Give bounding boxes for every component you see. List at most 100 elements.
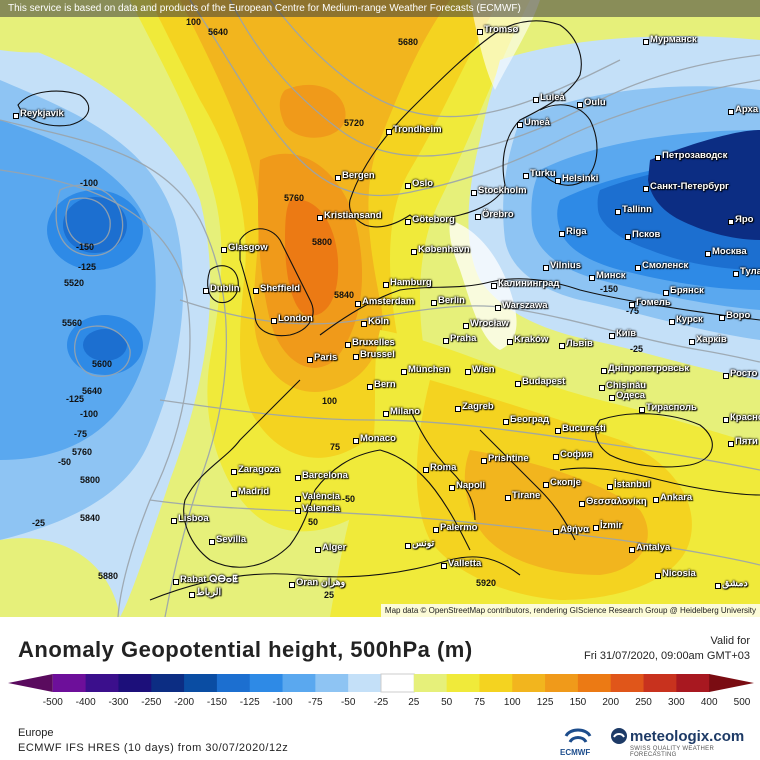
city-label: Oslo bbox=[404, 178, 434, 189]
city-label: València bbox=[294, 491, 341, 502]
model-run-label: ECMWF IFS HRES (10 days) from 30/07/2020… bbox=[18, 742, 289, 754]
contour-label: -50 bbox=[58, 457, 72, 467]
city-label: Chișinău bbox=[598, 380, 647, 391]
city-label: Sevilla bbox=[208, 534, 247, 545]
city-label: Dublin bbox=[203, 283, 240, 294]
scale-swatch bbox=[315, 674, 349, 692]
scale-swatch bbox=[709, 674, 754, 692]
city-label: Петрозаводск bbox=[654, 150, 728, 161]
city-label: Budapest bbox=[514, 376, 566, 387]
city-label: Tromsø bbox=[476, 24, 519, 35]
scale-tick-label: 300 bbox=[668, 697, 685, 708]
city-label: Београд bbox=[503, 414, 549, 425]
contour-label: 5600 bbox=[92, 359, 113, 369]
city-label: Berlin bbox=[431, 295, 465, 306]
city-label: Мурманск bbox=[643, 34, 697, 45]
scale-swatch bbox=[249, 674, 284, 692]
contour-label: -100 bbox=[80, 409, 99, 419]
city-label: İstanbul bbox=[606, 479, 651, 490]
scale-swatch bbox=[85, 674, 119, 692]
scale-swatch bbox=[479, 674, 513, 692]
scale-swatch bbox=[282, 674, 316, 692]
city-label: Helsinki bbox=[554, 173, 599, 184]
scale-swatch bbox=[512, 674, 546, 692]
scale-tick-label: 25 bbox=[408, 697, 420, 708]
city-label: Харків bbox=[689, 334, 727, 345]
contour-label: 5880 bbox=[98, 571, 119, 581]
scale-tick-label: -400 bbox=[75, 697, 96, 708]
city-label: Αθήνα bbox=[553, 524, 589, 535]
contour-label: 5840 bbox=[80, 513, 101, 523]
scale-swatch bbox=[348, 674, 382, 692]
scale-tick-label: -250 bbox=[141, 697, 162, 708]
contour-label: -25 bbox=[630, 344, 644, 354]
contour-label: 25 bbox=[324, 590, 335, 600]
city-label: София bbox=[552, 449, 593, 460]
map-canvas[interactable]: This service is based on data and produc… bbox=[0, 0, 760, 617]
city-label: Roma bbox=[422, 462, 457, 473]
city-label: الرباط bbox=[188, 587, 222, 598]
contour-label: 5760 bbox=[284, 193, 305, 203]
city-label: Napoli bbox=[448, 480, 486, 491]
city-label: Örebro bbox=[475, 209, 514, 220]
city-label: Псков bbox=[624, 229, 661, 240]
scale-tick-label: -150 bbox=[206, 697, 227, 708]
city-label: Lisboa bbox=[171, 513, 209, 524]
scale-tick-label: -100 bbox=[272, 697, 293, 708]
city-label: Пяти bbox=[728, 436, 758, 447]
scale-swatch bbox=[643, 674, 677, 692]
city-label: Bern bbox=[367, 379, 396, 390]
city-label: Wien bbox=[465, 364, 495, 375]
scale-tick-label: 150 bbox=[569, 697, 587, 708]
scale-swatch bbox=[216, 674, 251, 692]
city-label: Tallinn bbox=[615, 204, 652, 215]
city-label: Milano bbox=[382, 406, 421, 417]
city-label: Praha bbox=[442, 333, 477, 344]
scale-swatch bbox=[8, 674, 53, 692]
city-label: Oulu bbox=[577, 97, 606, 108]
contour-label: 100 bbox=[322, 396, 338, 406]
color-scale bbox=[8, 673, 754, 693]
region-label: Europe bbox=[18, 727, 54, 739]
city-label: Valletta bbox=[440, 558, 482, 569]
city-label: Tirane bbox=[504, 490, 541, 501]
city-label: Göteborg bbox=[405, 214, 455, 225]
contour-label: 5680 bbox=[398, 37, 419, 47]
city-label: Nicosia bbox=[655, 568, 696, 579]
city-label: Umeå bbox=[517, 117, 550, 128]
scale-tick-label: 125 bbox=[536, 697, 554, 708]
city-label: Kraków bbox=[506, 334, 549, 345]
scale-tick-label: -200 bbox=[174, 697, 195, 708]
scale-tick-label: 250 bbox=[635, 697, 652, 708]
city-label: Antalya bbox=[628, 542, 671, 553]
scale-swatch bbox=[413, 674, 448, 692]
brand-name[interactable]: meteologix.com bbox=[630, 728, 745, 745]
brand-tagline: SWISS QUALITY WEATHER FORECASTING bbox=[630, 746, 715, 758]
city-label: Тирасполь bbox=[639, 402, 697, 413]
city-label: Смоленск bbox=[634, 260, 689, 271]
city-label: Valencia bbox=[294, 503, 341, 514]
city-label: Санкт-Петербург bbox=[643, 181, 729, 192]
city-label: München bbox=[401, 364, 450, 375]
contour-label: 5720 bbox=[344, 118, 365, 128]
scale-swatch bbox=[545, 674, 579, 692]
city-label: Vilnius bbox=[543, 260, 581, 271]
city-label: Zaragoza bbox=[231, 464, 280, 475]
city-label: Скопје bbox=[543, 477, 581, 488]
contour-label: 5560 bbox=[62, 318, 83, 328]
scale-tick-label: 50 bbox=[441, 697, 453, 708]
city-label: Курск bbox=[669, 314, 703, 325]
contour-label: 5640 bbox=[82, 386, 103, 396]
contour-label: -50 bbox=[342, 494, 356, 504]
city-label: Київ bbox=[608, 328, 637, 339]
city-label: Reykjavik bbox=[13, 108, 64, 119]
anomaly-field bbox=[0, 0, 760, 617]
city-label: İzmir bbox=[592, 520, 623, 531]
city-label: Дніпропетровськ bbox=[600, 363, 690, 374]
contour-label: 5800 bbox=[312, 237, 333, 247]
scale-swatch bbox=[118, 674, 152, 692]
city-label: Яро bbox=[727, 214, 754, 225]
city-label: Ankara bbox=[652, 492, 693, 503]
city-label: Amsterdam bbox=[354, 296, 415, 307]
scale-swatch bbox=[52, 674, 87, 692]
